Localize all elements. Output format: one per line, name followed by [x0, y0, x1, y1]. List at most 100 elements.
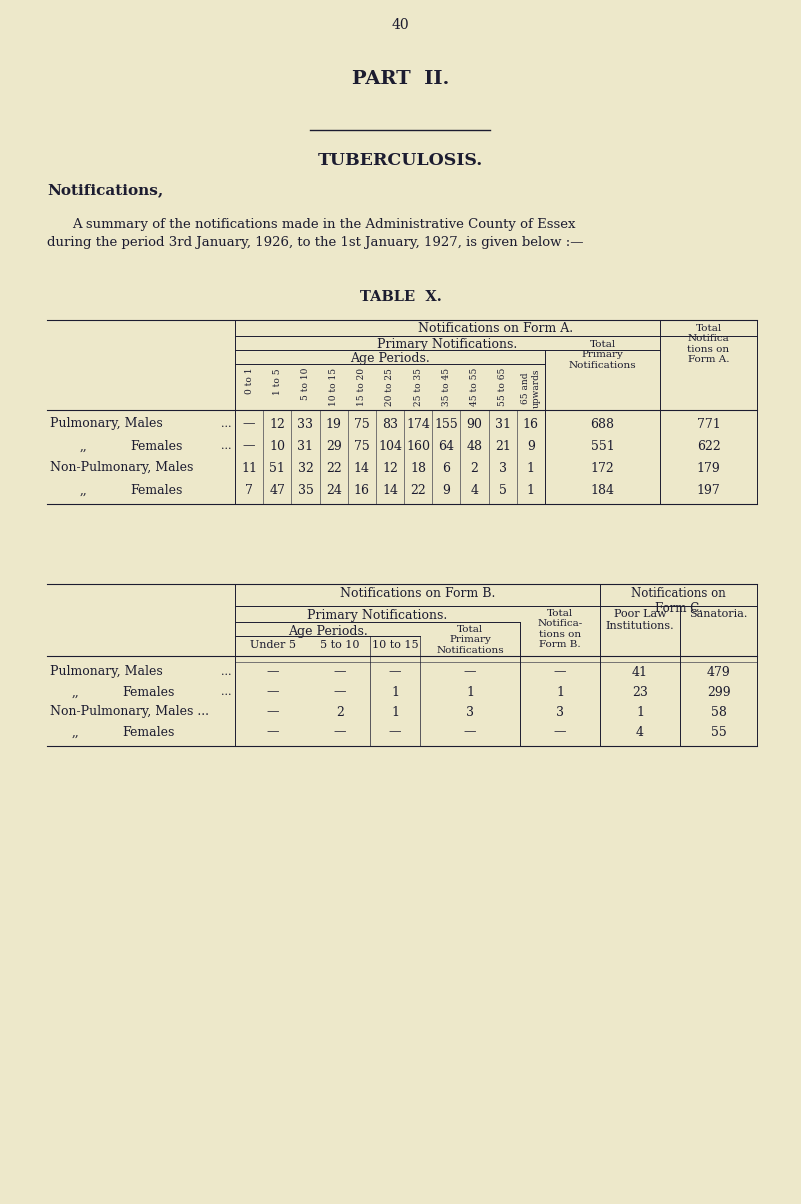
Text: 299: 299 — [706, 685, 731, 698]
Text: 3: 3 — [499, 461, 507, 474]
Text: TABLE  X.: TABLE X. — [360, 290, 441, 303]
Text: 18: 18 — [410, 461, 426, 474]
Text: —: — — [553, 726, 566, 738]
Text: —: — — [388, 666, 401, 679]
Text: 14: 14 — [382, 484, 398, 496]
Text: 9: 9 — [527, 439, 535, 453]
Text: 29: 29 — [326, 439, 341, 453]
Text: Non-Pulmonary, Males ...: Non-Pulmonary, Males ... — [50, 706, 209, 719]
Text: Notifications on Form B.: Notifications on Form B. — [340, 588, 495, 600]
Text: 32: 32 — [297, 461, 313, 474]
Text: 51: 51 — [269, 461, 285, 474]
Text: 12: 12 — [382, 461, 398, 474]
Text: Primary Notifications.: Primary Notifications. — [377, 338, 517, 352]
Text: Pulmonary, Males: Pulmonary, Males — [50, 418, 163, 431]
Text: Total
Primary
Notifications: Total Primary Notifications — [437, 625, 504, 655]
Text: 104: 104 — [378, 439, 402, 453]
Text: 24: 24 — [326, 484, 341, 496]
Text: TUBERCULOSIS.: TUBERCULOSIS. — [318, 152, 483, 169]
Text: —: — — [553, 666, 566, 679]
Text: 4: 4 — [636, 726, 644, 738]
Text: 155: 155 — [434, 418, 458, 431]
Text: Sanatoria.: Sanatoria. — [690, 609, 747, 619]
Text: 55 to 65: 55 to 65 — [498, 368, 507, 407]
Text: 15 to 20: 15 to 20 — [357, 368, 366, 406]
Text: 16: 16 — [523, 418, 539, 431]
Text: —: — — [464, 666, 477, 679]
Text: 2: 2 — [471, 461, 478, 474]
Text: Pulmonary, Males: Pulmonary, Males — [50, 666, 163, 679]
Text: 3: 3 — [466, 706, 474, 719]
Text: 25 to 35: 25 to 35 — [413, 368, 423, 406]
Text: Total
Notifica-
tions on
Form B.: Total Notifica- tions on Form B. — [537, 609, 582, 649]
Text: —: — — [334, 685, 346, 698]
Text: 9: 9 — [442, 484, 450, 496]
Text: 55: 55 — [710, 726, 727, 738]
Text: ,,: ,, — [72, 726, 80, 738]
Text: 21: 21 — [495, 439, 511, 453]
Text: 10 to 15: 10 to 15 — [329, 368, 338, 406]
Text: ...: ... — [222, 441, 232, 452]
Text: 7: 7 — [245, 484, 253, 496]
Text: 174: 174 — [406, 418, 430, 431]
Text: Under 5: Under 5 — [249, 641, 296, 650]
Text: 622: 622 — [697, 439, 720, 453]
Text: —: — — [464, 726, 477, 738]
Text: —: — — [334, 726, 346, 738]
Text: —: — — [266, 666, 279, 679]
Text: Poor Law
Institutions.: Poor Law Institutions. — [606, 609, 674, 631]
Text: 179: 179 — [697, 461, 720, 474]
Text: ,,: ,, — [80, 484, 88, 496]
Text: ,,: ,, — [80, 439, 88, 453]
Text: Notifications on Form A.: Notifications on Form A. — [418, 321, 574, 335]
Text: 184: 184 — [590, 484, 614, 496]
Text: ,,: ,, — [72, 685, 80, 698]
Text: 19: 19 — [326, 418, 341, 431]
Text: —: — — [388, 726, 401, 738]
Text: —: — — [266, 706, 279, 719]
Text: during the period 3rd January, 1926, to the 1st January, 1927, is given below :—: during the period 3rd January, 1926, to … — [47, 236, 583, 249]
Text: ...: ... — [222, 419, 232, 429]
Text: 23: 23 — [632, 685, 648, 698]
Text: Females: Females — [130, 484, 183, 496]
Text: 10 to 15: 10 to 15 — [372, 641, 418, 650]
Text: Total
Notifica
tions on
Form A.: Total Notifica tions on Form A. — [687, 324, 730, 364]
Text: 48: 48 — [466, 439, 482, 453]
Text: A summary of the notifications made in the Administrative County of Essex: A summary of the notifications made in t… — [72, 218, 575, 231]
Text: Females: Females — [130, 439, 183, 453]
Text: Notifications,: Notifications, — [47, 183, 163, 197]
Text: 58: 58 — [710, 706, 727, 719]
Text: 65 and
upwards: 65 and upwards — [521, 368, 541, 407]
Text: 551: 551 — [590, 439, 614, 453]
Text: 75: 75 — [354, 439, 370, 453]
Text: 90: 90 — [467, 418, 482, 431]
Text: 1: 1 — [527, 461, 535, 474]
Text: 2: 2 — [336, 706, 344, 719]
Text: 45 to 55: 45 to 55 — [470, 368, 479, 407]
Text: 47: 47 — [269, 484, 285, 496]
Text: 10: 10 — [269, 439, 285, 453]
Text: 35: 35 — [297, 484, 313, 496]
Text: 688: 688 — [590, 418, 614, 431]
Text: 75: 75 — [354, 418, 370, 431]
Text: 20 to 25: 20 to 25 — [385, 368, 395, 406]
Text: 1: 1 — [636, 706, 644, 719]
Text: 5 to 10: 5 to 10 — [301, 368, 310, 401]
Text: —: — — [243, 439, 256, 453]
Text: 4: 4 — [470, 484, 478, 496]
Text: Primary Notifications.: Primary Notifications. — [308, 609, 448, 622]
Text: 172: 172 — [590, 461, 614, 474]
Text: Notifications on
Form C.: Notifications on Form C. — [631, 588, 726, 615]
Text: 14: 14 — [354, 461, 370, 474]
Text: 479: 479 — [706, 666, 731, 679]
Text: —: — — [243, 418, 256, 431]
Text: 1: 1 — [556, 685, 564, 698]
Text: Females: Females — [122, 685, 175, 698]
Text: 160: 160 — [406, 439, 430, 453]
Text: 64: 64 — [438, 439, 454, 453]
Text: 771: 771 — [697, 418, 720, 431]
Text: 40: 40 — [392, 18, 409, 33]
Text: 3: 3 — [556, 706, 564, 719]
Text: —: — — [334, 666, 346, 679]
Text: 83: 83 — [382, 418, 398, 431]
